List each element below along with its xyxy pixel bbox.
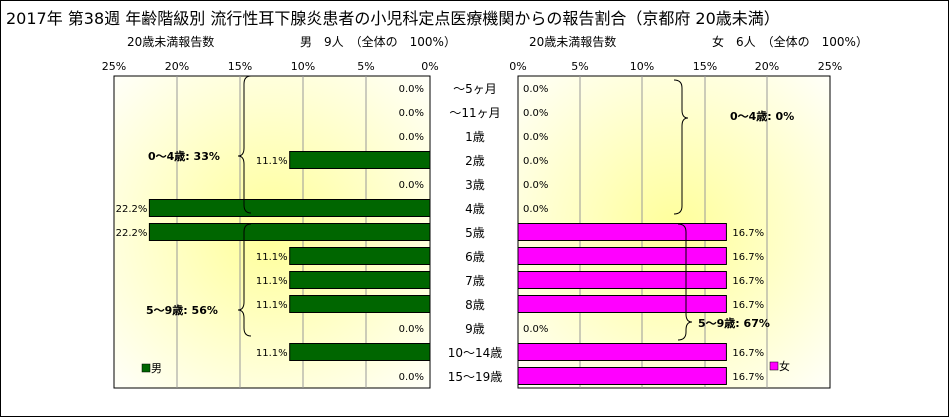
female-data-label: 0.0%: [523, 180, 548, 191]
male-subtitle-right: 男 9人 （全体の 100%）: [300, 35, 456, 49]
category-label: 4歳: [465, 202, 485, 216]
female-data-label: 0.0%: [523, 108, 548, 119]
female-data-label: 0.0%: [523, 84, 548, 95]
category-label: 2歳: [465, 154, 485, 168]
female-bar: [517, 271, 727, 289]
female-legend-swatch: [769, 361, 779, 371]
male-brace-5-9: [237, 223, 252, 337]
male-data-label: 0.0%: [399, 84, 424, 95]
category-label: 1歳: [465, 130, 485, 144]
female-subtitle-left: 20歳未満報告数: [529, 35, 617, 49]
female-bar: [517, 343, 727, 361]
female-data-label: 0.0%: [523, 204, 548, 215]
male-bar: [289, 247, 431, 265]
category-label: 10～14歳: [448, 346, 503, 360]
category-label: 15～19歳: [448, 370, 503, 384]
female-tick: 0%: [509, 60, 527, 73]
male-tick: 20%: [164, 60, 190, 73]
female-group-label-5-9: 5～9歳: 67%: [698, 316, 770, 330]
female-data-label: 16.7%: [732, 276, 764, 287]
male-bars: [148, 151, 431, 361]
male-bar: [289, 295, 431, 313]
female-bar: [517, 247, 727, 265]
male-tick: 10%: [290, 60, 316, 73]
male-tick: 25%: [101, 60, 127, 73]
male-data-label: 11.1%: [256, 252, 288, 263]
male-group-label-5-9: 5～9歳: 56%: [146, 303, 218, 317]
category-label: 3歳: [465, 178, 485, 192]
male-data-label: 0.0%: [399, 372, 424, 383]
male-legend-swatch: [141, 363, 151, 373]
male-legend-label: 男: [151, 362, 162, 375]
female-bar: [517, 367, 727, 385]
female-tick: 25%: [817, 60, 843, 73]
male-data-label: 11.1%: [256, 348, 288, 359]
female-data-label: 0.0%: [523, 132, 548, 143]
female-data-label: 16.7%: [732, 228, 764, 239]
male-bar: [289, 271, 431, 289]
category-label: 8歳: [465, 298, 485, 312]
male-tick: 15%: [227, 60, 253, 73]
female-subtitle-right: 女 6人 （全体の 100%）: [712, 35, 868, 49]
category-labels: ～5ヶ月 ～11ヶ月 1歳 2歳 3歳 4歳 5歳 6歳 7歳 8歳 9歳 10～14歳 15～19歳: [448, 82, 503, 384]
female-tick: 20%: [754, 60, 780, 73]
male-bar: [289, 343, 431, 361]
male-subtitle-left: 20歳未満報告数: [127, 35, 215, 49]
male-data-label: 0.0%: [399, 180, 424, 191]
male-data-label: 22.2%: [116, 228, 148, 239]
male-tick: 5%: [357, 60, 375, 73]
male-bar: [148, 199, 431, 217]
male-data-label: 0.0%: [399, 324, 424, 335]
female-group-label-0-4: 0～4歳: 0%: [730, 109, 794, 123]
male-data-label: 11.1%: [256, 300, 288, 311]
female-bar: [517, 223, 727, 241]
female-tick: 5%: [571, 60, 589, 73]
category-label: 9歳: [465, 322, 485, 336]
category-label: 6歳: [465, 250, 485, 264]
female-legend-label: 女: [779, 359, 790, 373]
female-bars: [517, 223, 727, 385]
female-data-label: 0.0%: [523, 324, 548, 335]
male-data-label: 0.0%: [399, 132, 424, 143]
female-tick: 15%: [692, 60, 718, 73]
female-data-label: 16.7%: [732, 348, 764, 359]
male-group-label-0-4: 0～4歳: 33%: [148, 149, 220, 163]
category-label: 7歳: [465, 274, 485, 288]
male-data-label: 22.2%: [116, 204, 148, 215]
male-bar: [289, 151, 431, 169]
female-brace-5-9: [677, 223, 693, 341]
male-brace-0-4: [237, 75, 252, 214]
category-label: 5歳: [465, 226, 485, 240]
female-tick: 10%: [629, 60, 655, 73]
male-tick: 0%: [421, 60, 439, 73]
male-data-label: 11.1%: [256, 276, 288, 287]
female-brace-0-4: [673, 79, 689, 215]
male-bar: [148, 223, 431, 241]
female-data-label: 16.7%: [732, 252, 764, 263]
female-bar: [517, 295, 727, 313]
chart-title: 2017年 第38週 年齢階級別 流行性耳下腺炎患者の小児科定点医療機関からの報…: [6, 9, 780, 28]
category-label: ～5ヶ月: [453, 82, 497, 96]
male-data-labels: 0.0% 0.0% 0.0% 11.1% 0.0% 22.2% 22.2% 11.1% 11.1…: [116, 84, 424, 383]
male-data-label: 0.0%: [399, 108, 424, 119]
female-data-labels: 0.0% 0.0% 0.0% 0.0% 0.0% 0.0% 16.7% 16.7% 16.7% 1…: [523, 84, 764, 383]
female-data-label: 0.0%: [523, 156, 548, 167]
female-data-label: 16.7%: [732, 372, 764, 383]
category-label: ～11ヶ月: [449, 106, 500, 120]
female-data-label: 16.7%: [732, 300, 764, 311]
male-data-label: 11.1%: [256, 156, 288, 167]
